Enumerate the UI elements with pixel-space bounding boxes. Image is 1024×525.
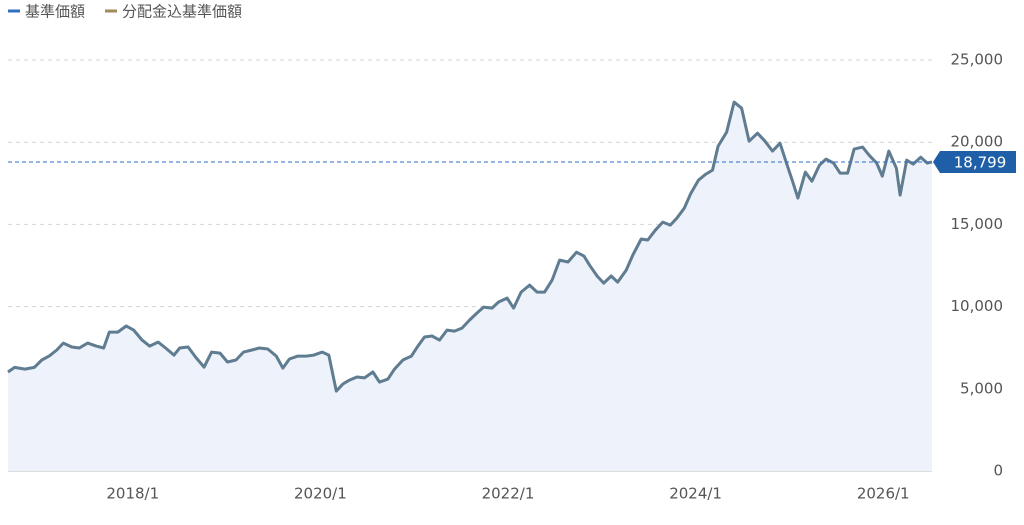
area bbox=[8, 102, 932, 471]
y-tick-label: 5,000 bbox=[960, 379, 1003, 397]
x-tick-label: 2020/1 bbox=[294, 485, 347, 503]
x-tick-label: 2018/1 bbox=[106, 485, 159, 503]
line bbox=[7, 100, 933, 393]
y-tick-label: 15,000 bbox=[951, 215, 1004, 233]
current-label: 18,799 bbox=[954, 153, 1007, 171]
x-tick-label: 2024/1 bbox=[669, 485, 722, 503]
y-tick-label: 10,000 bbox=[951, 297, 1004, 315]
y-tick-label: 0 bbox=[993, 462, 1003, 480]
y-tick-label: 25,000 bbox=[951, 51, 1004, 69]
x-tick-label: 2022/1 bbox=[482, 485, 535, 503]
x-tick-label: 2026/1 bbox=[857, 485, 910, 503]
y-tick-label: 20,000 bbox=[951, 133, 1004, 151]
legend-label: 基準価額 bbox=[25, 3, 85, 21]
legend-label: 分配金込基準価額 bbox=[122, 3, 242, 21]
current-badge bbox=[933, 150, 1016, 173]
